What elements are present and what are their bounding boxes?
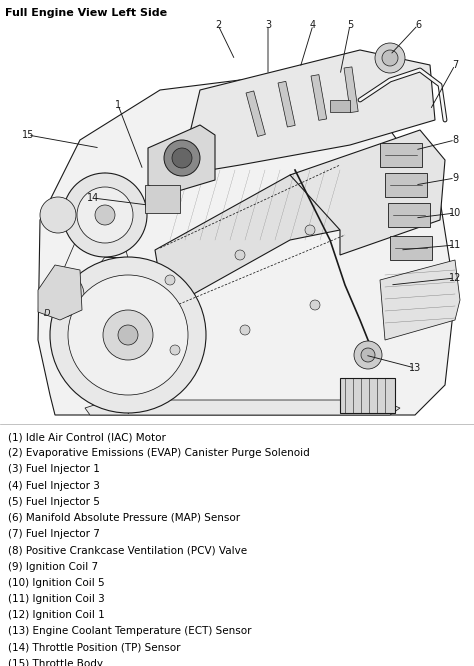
Circle shape	[40, 197, 76, 233]
Text: 11: 11	[449, 240, 461, 250]
Text: (5) Fuel Injector 5: (5) Fuel Injector 5	[8, 497, 100, 507]
Circle shape	[40, 273, 84, 317]
Circle shape	[172, 148, 192, 168]
Bar	[388, 203, 430, 227]
Polygon shape	[290, 130, 445, 255]
Text: 4: 4	[310, 20, 316, 30]
Circle shape	[310, 300, 320, 310]
Text: (11) Ignition Coil 3: (11) Ignition Coil 3	[8, 594, 105, 604]
Text: (10) Ignition Coil 5: (10) Ignition Coil 5	[8, 578, 105, 588]
Circle shape	[165, 275, 175, 285]
Circle shape	[354, 341, 382, 369]
Text: 7: 7	[452, 60, 458, 70]
Polygon shape	[85, 400, 400, 415]
Circle shape	[95, 205, 115, 225]
Circle shape	[50, 283, 74, 307]
Text: 1: 1	[115, 100, 121, 110]
Text: (8) Positive Crankcase Ventilation (PCV) Valve: (8) Positive Crankcase Ventilation (PCV)…	[8, 545, 247, 555]
Text: (13) Engine Coolant Temperature (ECT) Sensor: (13) Engine Coolant Temperature (ECT) Se…	[8, 627, 252, 637]
Text: (9) Ignition Coil 7: (9) Ignition Coil 7	[8, 561, 98, 571]
Bar	[330, 100, 350, 112]
Polygon shape	[38, 265, 82, 320]
Text: 6: 6	[415, 20, 421, 30]
Text: Full Engine View Left Side: Full Engine View Left Side	[5, 8, 167, 18]
Circle shape	[170, 345, 180, 355]
Polygon shape	[155, 165, 340, 310]
Circle shape	[68, 275, 188, 395]
Polygon shape	[148, 125, 215, 195]
Text: 5: 5	[347, 20, 353, 30]
Text: 12: 12	[449, 273, 461, 283]
Text: (7) Fuel Injector 7: (7) Fuel Injector 7	[8, 529, 100, 539]
Bar	[145, 185, 180, 213]
Bar	[344, 67, 358, 113]
Text: (2) Evaporative Emissions (EVAP) Canister Purge Solenoid: (2) Evaporative Emissions (EVAP) Caniste…	[8, 448, 310, 458]
Text: 14: 14	[87, 193, 99, 203]
Text: D: D	[44, 308, 50, 318]
Text: (4) Fuel Injector 3: (4) Fuel Injector 3	[8, 481, 100, 491]
Polygon shape	[380, 260, 460, 340]
Circle shape	[235, 250, 245, 260]
Circle shape	[164, 140, 200, 176]
Circle shape	[63, 173, 147, 257]
Text: 9: 9	[452, 173, 458, 183]
Bar	[385, 173, 427, 197]
Circle shape	[50, 257, 206, 413]
Circle shape	[382, 50, 398, 66]
Bar	[390, 236, 432, 260]
Circle shape	[118, 325, 138, 345]
Polygon shape	[180, 50, 435, 175]
Bar	[380, 143, 422, 167]
Text: (15) Throttle Body: (15) Throttle Body	[8, 659, 103, 666]
Circle shape	[305, 225, 315, 235]
Circle shape	[361, 348, 375, 362]
Text: 3: 3	[265, 20, 271, 30]
Text: (12) Ignition Coil 1: (12) Ignition Coil 1	[8, 610, 105, 620]
Bar	[278, 81, 295, 127]
Polygon shape	[38, 80, 455, 415]
Circle shape	[77, 187, 133, 243]
Text: (1) Idle Air Control (IAC) Motor: (1) Idle Air Control (IAC) Motor	[8, 432, 166, 442]
Circle shape	[103, 310, 153, 360]
Text: 13: 13	[409, 363, 421, 373]
Text: (3) Fuel Injector 1: (3) Fuel Injector 1	[8, 464, 100, 474]
Circle shape	[240, 325, 250, 335]
Text: (14) Throttle Position (TP) Sensor: (14) Throttle Position (TP) Sensor	[8, 643, 181, 653]
Bar	[246, 91, 265, 137]
Bar	[340, 378, 395, 413]
Text: 15: 15	[22, 130, 34, 140]
Text: 10: 10	[449, 208, 461, 218]
Text: (6) Manifold Absolute Pressure (MAP) Sensor: (6) Manifold Absolute Pressure (MAP) Sen…	[8, 513, 240, 523]
Circle shape	[375, 43, 405, 73]
Text: 2: 2	[215, 20, 221, 30]
Bar	[311, 75, 327, 121]
Text: 8: 8	[452, 135, 458, 145]
